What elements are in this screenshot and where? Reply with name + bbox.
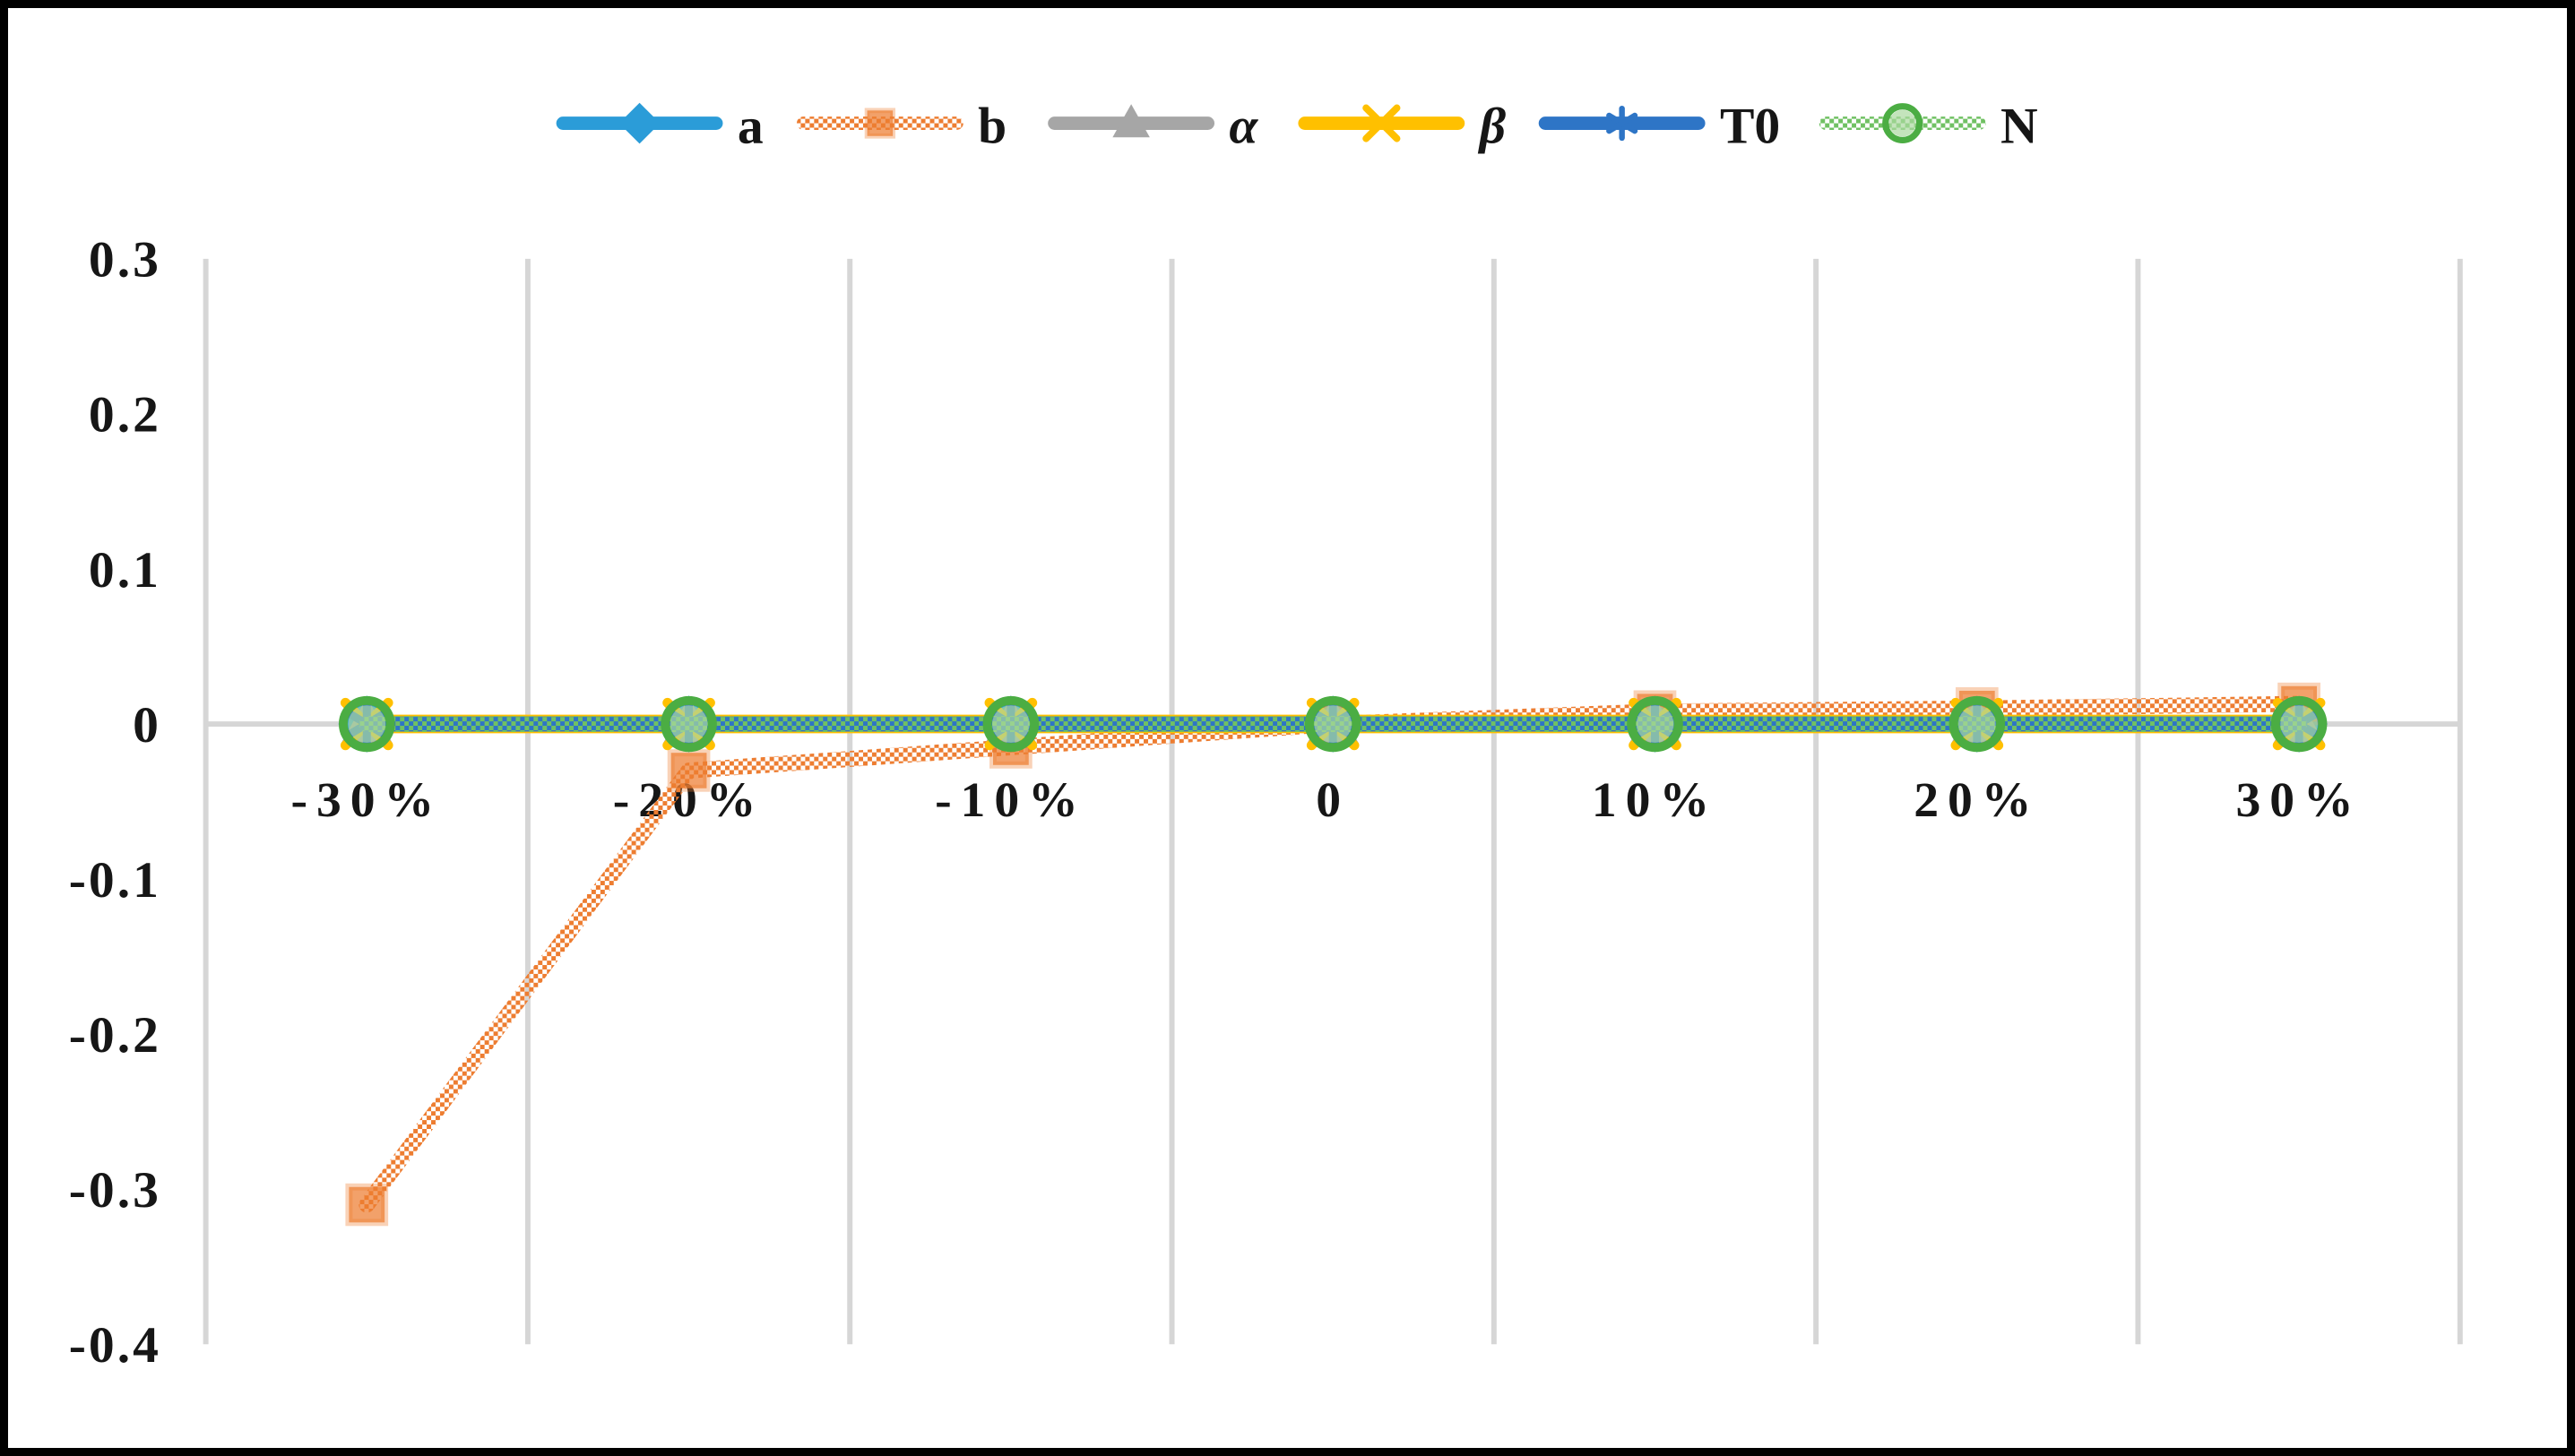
legend-item-a: a (556, 98, 764, 154)
legend-marker-n (1882, 103, 1923, 143)
y-tick-label: 0.2 (89, 387, 161, 444)
sensitivity-line-chart: 0.30.20.10-0.1-0.2-0.3-0.4-30% -20% -10% 0 1… (69, 98, 2463, 1374)
y-tick-label: -0.2 (69, 1007, 161, 1064)
marker-n (338, 695, 395, 753)
y-tick-label: 0.3 (89, 232, 161, 289)
legend-label-alpha: α (1229, 98, 1258, 154)
y-tick-label: 0.1 (89, 542, 161, 599)
y-tick-label: -0.1 (69, 852, 161, 909)
legend-marker-b (864, 108, 896, 139)
legend-label-a: a (738, 98, 764, 154)
legend-item-t0: T0 (1538, 98, 1780, 154)
y-axis-labels: 0.3 0.2 0.1 0 -0.1 -0.2 -0.3 -0.4 (69, 232, 161, 1374)
y-tick-label: -0.3 (69, 1162, 161, 1219)
x-axis-labels: -30% -20% -10% 0 10% 20% 30% (290, 773, 2363, 828)
x-tick-label: 10% (1592, 773, 1718, 828)
legend-label-b: b (978, 98, 1007, 154)
legend-marker-alpha (1112, 104, 1150, 138)
x-tick-label: -10% (935, 773, 1087, 828)
marker-n (2270, 695, 2328, 753)
marker-n (982, 695, 1040, 753)
x-tick-label: 0 (1316, 773, 1350, 828)
marker-b (345, 1183, 389, 1227)
legend-label-n: N (2000, 98, 2038, 154)
legend-label-beta: β (1478, 98, 1507, 154)
legend-item-b: b (796, 98, 1007, 154)
marker-n (1949, 695, 2006, 753)
marker-n (1627, 695, 1683, 753)
x-tick-label: 30% (2236, 773, 2363, 828)
legend-marker-a (618, 102, 661, 144)
legend: a b α β T0 N (556, 98, 2038, 154)
legend-item-alpha: α (1048, 98, 1258, 154)
y-tick-label: 0 (133, 697, 161, 754)
legend-label-t0: T0 (1720, 98, 1780, 154)
marker-n (661, 695, 717, 753)
y-tick-label: -0.4 (69, 1317, 161, 1374)
legend-marker-beta (1362, 104, 1401, 142)
legend-item-n: N (1819, 98, 2038, 154)
legend-item-beta: β (1298, 98, 1507, 154)
marker-b (667, 749, 711, 792)
x-tick-label: -30% (290, 773, 443, 828)
series-layer (338, 682, 2328, 1227)
x-tick-label: 20% (1914, 773, 2040, 828)
marker-n (1304, 695, 1361, 753)
legend-marker-t0 (1606, 105, 1638, 142)
